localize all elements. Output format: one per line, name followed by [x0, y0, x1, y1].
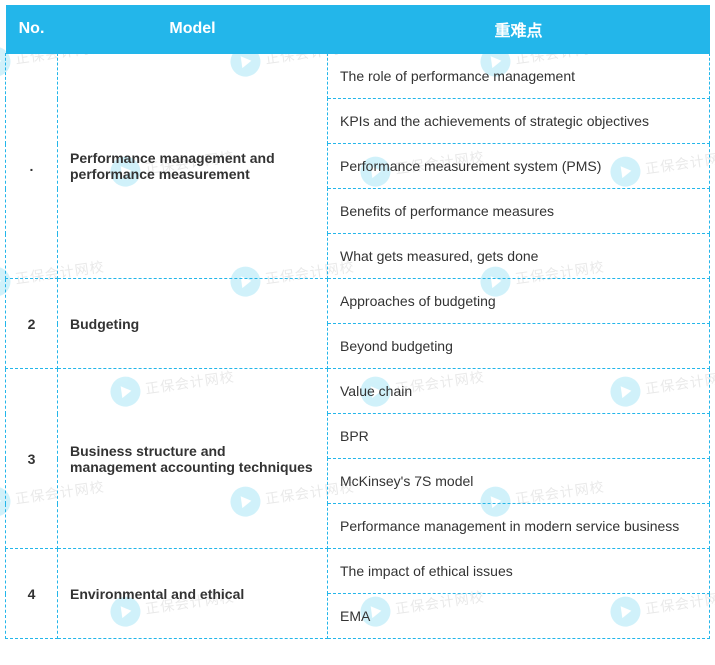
cell-detail: Benefits of performance measures [328, 189, 710, 234]
cell-detail: Beyond budgeting [328, 324, 710, 369]
cell-detail: McKinsey's 7S model [328, 459, 710, 504]
cell-model: Business structure and management accoun… [58, 369, 328, 549]
cell-detail: Performance management in modern service… [328, 504, 710, 549]
cell-model: Budgeting [58, 279, 328, 369]
cell-detail: Value chain [328, 369, 710, 414]
cell-no: 2 [6, 279, 58, 369]
header-detail: 重难点 [328, 5, 710, 54]
table-row: 3Business structure and management accou… [6, 369, 710, 414]
cell-model: Environmental and ethical [58, 549, 328, 639]
cell-detail: What gets measured, gets done [328, 234, 710, 279]
cell-model: Performance management and performance m… [58, 54, 328, 279]
cell-no: 4 [6, 549, 58, 639]
cell-detail: EMA [328, 594, 710, 639]
cell-detail: The impact of ethical issues [328, 549, 710, 594]
header-no: No. [6, 5, 58, 54]
table-row: .Performance management and performance … [6, 54, 710, 99]
cell-detail: The role of performance management [328, 54, 710, 99]
cell-detail: KPIs and the achievements of strategic o… [328, 99, 710, 144]
cell-detail: Approaches of budgeting [328, 279, 710, 324]
table-body: .Performance management and performance … [6, 54, 710, 639]
table-row: 2BudgetingApproaches of budgeting [6, 279, 710, 324]
table-header: No. Model 重难点 [6, 5, 710, 54]
cell-no: . [6, 54, 58, 279]
content-table: No. Model 重难点 .Performance management an… [5, 5, 710, 639]
cell-detail: BPR [328, 414, 710, 459]
table-row: 4Environmental and ethicalThe impact of … [6, 549, 710, 594]
cell-detail: Performance measurement system (PMS) [328, 144, 710, 189]
cell-no: 3 [6, 369, 58, 549]
header-model: Model [58, 5, 328, 54]
